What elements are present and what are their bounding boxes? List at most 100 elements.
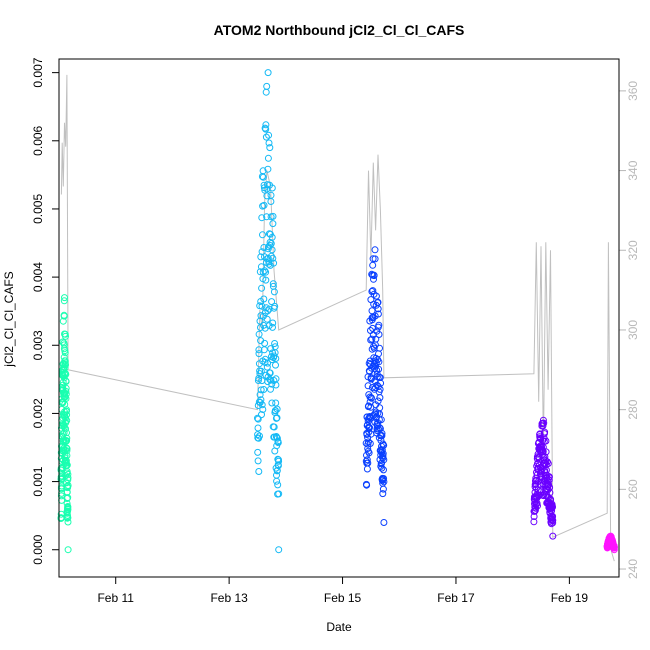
data-point xyxy=(263,315,271,323)
data-point xyxy=(534,502,541,510)
data-point xyxy=(372,292,380,300)
data-point xyxy=(60,312,68,320)
data-point xyxy=(268,399,276,407)
data-point xyxy=(364,459,372,467)
data-point xyxy=(63,434,71,442)
data-point xyxy=(266,241,274,249)
data-point xyxy=(542,466,550,474)
data-point xyxy=(274,439,282,447)
y-tick-label: 0.004 xyxy=(31,262,45,292)
data-point xyxy=(273,434,281,442)
data-point xyxy=(261,339,269,347)
data-point xyxy=(270,288,278,296)
data-point xyxy=(380,475,388,482)
data-point xyxy=(254,457,262,465)
data-point xyxy=(610,543,618,551)
data-point xyxy=(363,465,371,473)
data-point xyxy=(260,295,268,303)
data-point xyxy=(268,380,276,388)
data-point xyxy=(262,88,270,96)
data-point xyxy=(542,437,550,445)
data-point xyxy=(254,414,261,422)
data-point xyxy=(262,268,270,276)
y2-tick-label: 300 xyxy=(626,320,640,340)
data-point xyxy=(258,411,265,419)
data-point xyxy=(62,395,70,402)
data-point xyxy=(377,379,385,387)
data-point xyxy=(264,154,272,162)
x-tick-label: Feb 19 xyxy=(551,591,589,605)
data-point xyxy=(380,441,388,449)
data-point xyxy=(63,445,71,453)
data-point xyxy=(63,429,70,437)
data-point xyxy=(258,214,266,222)
data-point xyxy=(366,440,374,447)
data-point xyxy=(375,350,382,358)
data-point xyxy=(272,361,279,369)
y2-tick-label: 260 xyxy=(626,479,640,499)
data-point xyxy=(267,191,275,199)
data-point xyxy=(64,474,72,482)
data-point xyxy=(544,460,552,467)
data-point xyxy=(363,456,371,464)
data-point xyxy=(366,398,374,406)
data-point xyxy=(273,405,281,413)
data-point xyxy=(61,349,69,357)
data-point xyxy=(271,343,279,351)
data-point xyxy=(258,401,266,409)
data-point xyxy=(258,284,266,292)
data-point xyxy=(372,335,380,343)
data-point-min xyxy=(64,546,72,554)
data-point xyxy=(369,261,377,269)
data-point xyxy=(269,280,277,288)
data-point xyxy=(269,254,277,262)
data-point xyxy=(265,305,273,313)
y-tick-label: 0.003 xyxy=(31,330,45,360)
data-point xyxy=(379,485,387,493)
data-point xyxy=(263,363,271,371)
data-point xyxy=(64,503,72,510)
data-point-min xyxy=(610,546,618,554)
data-point xyxy=(269,323,276,331)
data-point xyxy=(267,345,275,353)
data-point-max xyxy=(607,532,615,540)
data-point xyxy=(255,346,263,354)
data-point xyxy=(380,456,388,464)
data-point xyxy=(365,449,373,457)
data-point xyxy=(380,466,387,474)
data-point xyxy=(545,476,553,484)
data-point xyxy=(549,503,556,511)
data-point xyxy=(273,414,281,422)
data-point xyxy=(63,437,71,445)
data-point xyxy=(374,298,382,306)
data-point xyxy=(549,516,557,524)
data-point xyxy=(64,514,72,522)
data-point xyxy=(257,386,265,394)
data-point xyxy=(256,391,264,399)
data-point xyxy=(380,478,388,486)
data-point xyxy=(270,259,278,267)
data-point xyxy=(262,121,270,129)
data-point xyxy=(363,481,371,489)
data-point xyxy=(545,473,553,481)
y-tick-label: 0.005 xyxy=(31,194,45,224)
data-point xyxy=(254,415,262,423)
data-point xyxy=(274,481,282,489)
data-point xyxy=(273,477,281,485)
data-point xyxy=(367,394,375,402)
data-point xyxy=(366,424,373,432)
data-point-max xyxy=(264,69,272,77)
data-point xyxy=(258,302,266,310)
data-point xyxy=(62,361,69,369)
data-point xyxy=(64,482,72,489)
data-point xyxy=(369,287,377,295)
data-point xyxy=(267,252,275,260)
x-tick-label: Feb 15 xyxy=(324,591,362,605)
data-point xyxy=(271,302,279,310)
data-point xyxy=(254,448,262,456)
data-point xyxy=(271,407,279,414)
data-point xyxy=(541,459,549,467)
data-point xyxy=(548,504,556,512)
data-point xyxy=(263,82,271,90)
